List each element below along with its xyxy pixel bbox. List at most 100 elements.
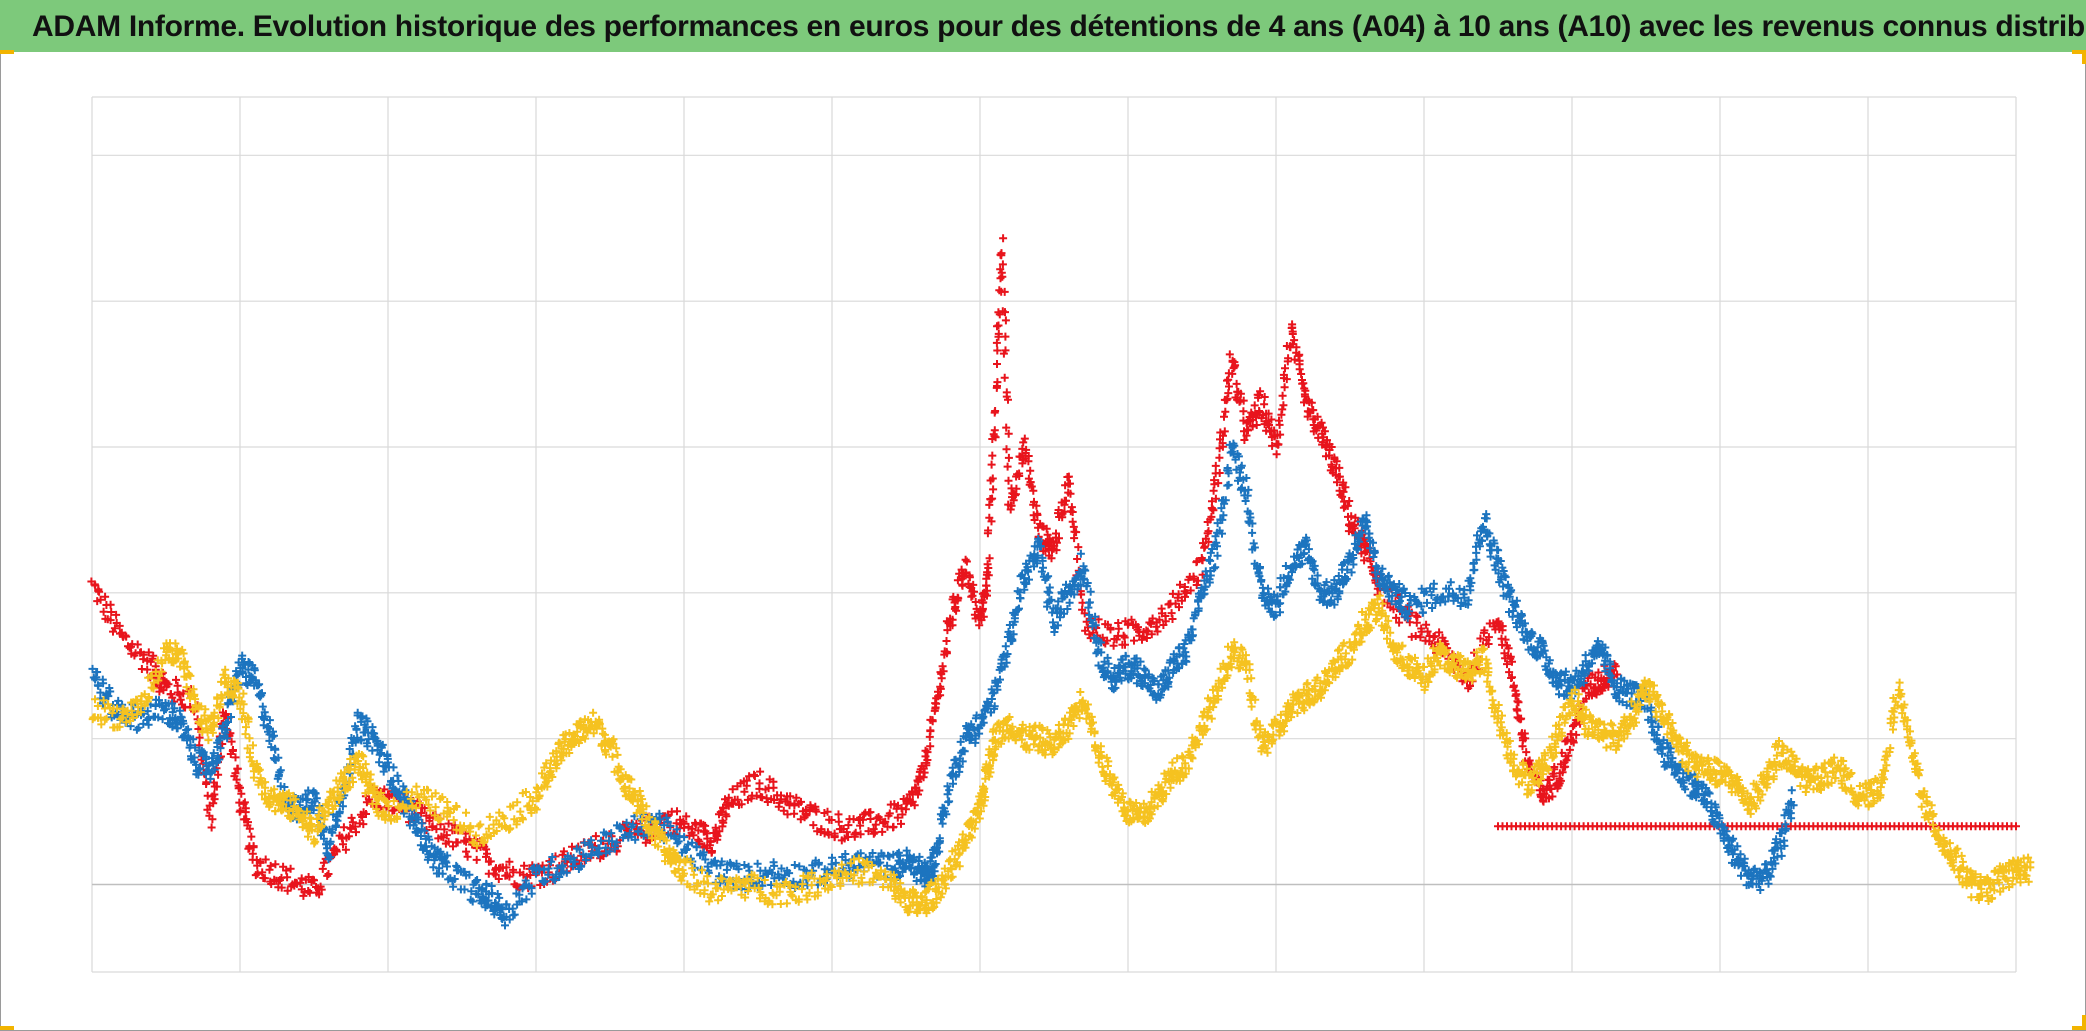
data-point	[901, 805, 910, 814]
data-point	[1248, 528, 1257, 537]
data-point	[914, 790, 922, 799]
data-point	[1221, 407, 1230, 416]
data-point	[948, 872, 957, 881]
data-point	[958, 581, 967, 590]
data-point	[393, 771, 402, 780]
data-point	[106, 616, 115, 625]
data-point	[1012, 484, 1021, 493]
data-point	[713, 832, 722, 841]
data-point	[1001, 642, 1010, 651]
data-point	[1026, 466, 1035, 475]
data-point	[680, 833, 689, 842]
data-point	[101, 592, 110, 601]
data-point	[706, 837, 715, 846]
data-point	[970, 587, 978, 596]
data-point	[1015, 469, 1024, 478]
data-point	[308, 875, 317, 884]
data-point	[253, 869, 262, 878]
data-point	[520, 861, 529, 870]
data-point	[1086, 587, 1095, 596]
data-point	[344, 832, 353, 841]
data-point	[277, 883, 286, 892]
data-point	[283, 873, 292, 882]
data-point	[316, 882, 325, 891]
data-point	[296, 878, 305, 887]
data-point	[797, 797, 805, 806]
chart-title: ADAM Informe. Evolution historique des p…	[32, 10, 2086, 43]
corner-mark-top-right	[2072, 50, 2086, 54]
data-point	[866, 808, 875, 817]
data-point	[299, 891, 308, 900]
data-point	[923, 748, 932, 757]
data-point	[1215, 453, 1224, 462]
title-bar: ADAM Informe. Evolution historique des p…	[0, 0, 2086, 52]
data-point	[1224, 480, 1233, 489]
data-point	[790, 809, 799, 818]
data-point	[997, 249, 1006, 258]
data-point	[158, 715, 167, 724]
data-point	[945, 797, 954, 806]
data-point	[881, 817, 890, 826]
data-point	[937, 674, 946, 683]
data-point	[505, 872, 514, 881]
data-point	[1062, 496, 1070, 505]
data-point	[926, 726, 935, 735]
data-point	[641, 838, 650, 847]
data-point	[984, 526, 993, 535]
data-point	[984, 571, 993, 580]
data-point	[203, 805, 212, 814]
data-point	[1068, 517, 1077, 526]
data-point	[1026, 478, 1035, 487]
data-point	[1000, 287, 1009, 296]
data-point	[979, 612, 988, 621]
data-point	[782, 899, 791, 908]
data-point	[221, 710, 230, 718]
data-point	[1787, 786, 1796, 795]
data-point	[348, 818, 357, 827]
corner-mark-top-right-vertical	[2082, 50, 2086, 64]
data-point	[856, 830, 865, 839]
data-point	[282, 866, 291, 875]
data-point	[247, 832, 256, 841]
data-point	[1209, 486, 1218, 495]
data-point	[998, 307, 1007, 316]
data-point	[790, 801, 799, 810]
data-point	[870, 828, 879, 837]
data-point	[440, 825, 449, 834]
data-point	[283, 886, 292, 895]
data-point	[472, 855, 481, 864]
data-point	[936, 682, 945, 691]
data-point	[249, 773, 258, 782]
data-point	[359, 820, 368, 829]
data-point	[938, 662, 947, 671]
data-point	[1413, 612, 1422, 621]
data-point	[1002, 423, 1011, 432]
data-point	[444, 819, 453, 828]
data-point-flat	[2012, 822, 2020, 831]
data-point	[705, 897, 714, 906]
data-point	[172, 675, 180, 684]
data-point	[1297, 370, 1306, 378]
data-point	[362, 810, 370, 818]
data-point	[991, 407, 1000, 415]
data-point	[232, 775, 241, 784]
data-point	[462, 847, 471, 856]
data-point	[486, 857, 495, 866]
data-point	[987, 460, 996, 469]
data-point	[742, 781, 751, 790]
data-point	[493, 890, 502, 898]
data-point	[942, 647, 951, 656]
data-point	[491, 870, 500, 879]
data-point	[834, 817, 843, 826]
data-point	[987, 517, 996, 526]
data-point	[923, 756, 932, 764]
data-point	[239, 799, 248, 808]
data-point	[1215, 469, 1224, 477]
data-point	[258, 868, 267, 877]
data-point	[1001, 346, 1010, 355]
data-point	[1513, 706, 1522, 715]
data-point	[1280, 383, 1289, 392]
data-point	[133, 640, 142, 649]
data-point	[432, 825, 441, 834]
